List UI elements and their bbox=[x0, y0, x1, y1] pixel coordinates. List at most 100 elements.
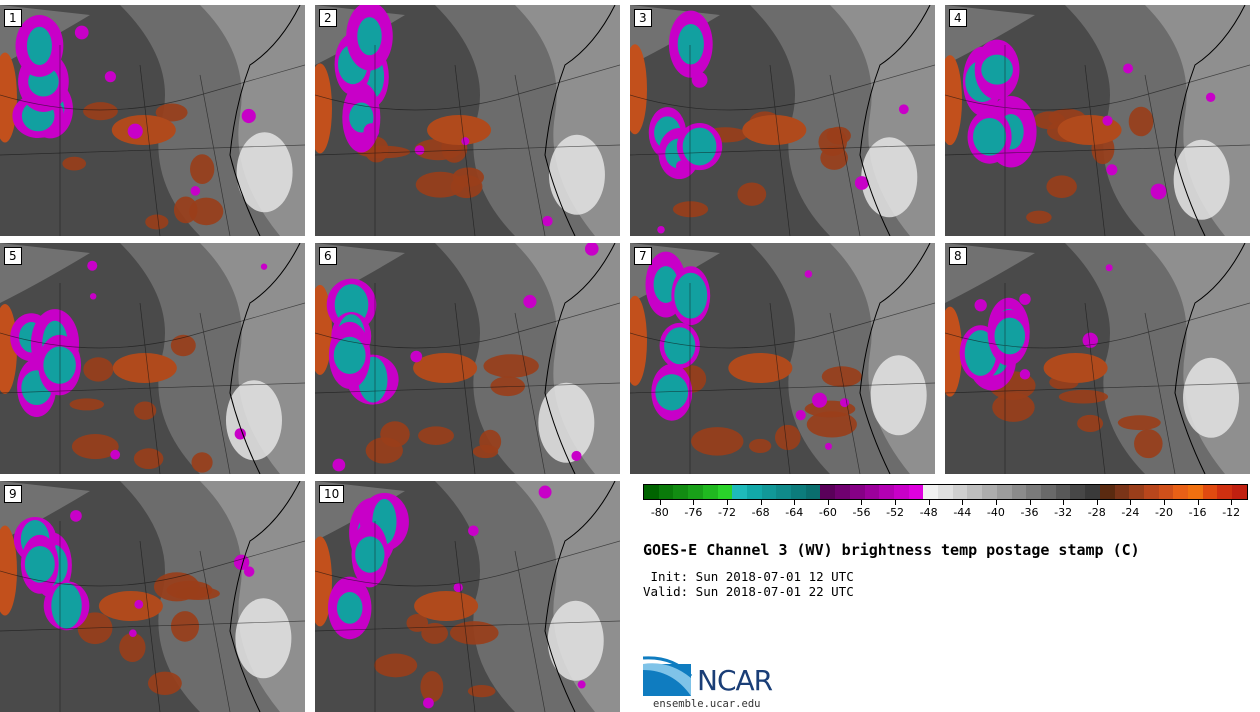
colorbar-swatch bbox=[1232, 485, 1247, 499]
colorbar-swatch bbox=[1129, 485, 1144, 499]
colorbar-tick-label: -44 bbox=[953, 506, 972, 519]
panel-label: 2 bbox=[319, 9, 337, 27]
panel-label: 5 bbox=[4, 247, 22, 265]
panel-label: 10 bbox=[319, 485, 345, 503]
panel-label: 7 bbox=[634, 247, 652, 265]
colorbar-swatch bbox=[746, 485, 762, 499]
colorbar-swatch bbox=[982, 485, 997, 499]
colorbar-swatch bbox=[761, 485, 777, 499]
colorbar-swatch bbox=[879, 485, 894, 499]
colorbar-tick-label: -40 bbox=[986, 506, 1005, 519]
colorbar-swatch bbox=[996, 485, 1012, 499]
colorbar-swatch bbox=[893, 485, 909, 499]
water-vapor-image bbox=[315, 243, 620, 474]
colorbar-swatch bbox=[952, 485, 968, 499]
valid-time: Valid: Sun 2018-07-01 22 UTC bbox=[643, 584, 854, 599]
colorbar-tick bbox=[895, 500, 897, 505]
colorbar-swatch bbox=[1173, 485, 1189, 499]
colorbar-tick-label: -60 bbox=[818, 506, 837, 519]
water-vapor-image bbox=[315, 481, 620, 712]
colorbar-tick-label: -76 bbox=[684, 506, 703, 519]
water-vapor-image bbox=[0, 243, 305, 474]
colorbar-swatch bbox=[776, 485, 792, 499]
colorbar-tick-label: -64 bbox=[785, 506, 804, 519]
init-time: Init: Sun 2018-07-01 12 UTC bbox=[643, 569, 854, 584]
colorbar-swatch bbox=[1026, 485, 1041, 499]
panel-label: 8 bbox=[949, 247, 967, 265]
colorbar bbox=[643, 484, 1248, 500]
map-panel-5: 5 bbox=[0, 243, 305, 474]
water-vapor-image bbox=[0, 5, 305, 236]
colorbar-tick-label: -72 bbox=[718, 506, 736, 519]
colorbar-tick-label: -20 bbox=[1154, 506, 1173, 519]
colorbar-swatch bbox=[644, 485, 659, 499]
colorbar-swatch bbox=[1188, 485, 1203, 499]
colorbar-tick bbox=[827, 500, 829, 505]
colorbar-tick bbox=[1096, 500, 1098, 505]
site-url: ensemble.ucar.edu bbox=[653, 698, 761, 710]
colorbar-tick bbox=[693, 500, 695, 505]
colorbar-swatch bbox=[717, 485, 733, 499]
colorbar-tick bbox=[1063, 500, 1065, 505]
colorbar-swatch bbox=[732, 485, 747, 499]
map-panel-10: 10 bbox=[315, 481, 620, 712]
colorbar-ticks: -80 -76 -72 -68 -64 -60 -56 -52 -48 -44 -40 -36 -32 -… bbox=[643, 500, 1248, 522]
panel-label: 9 bbox=[4, 485, 22, 503]
colorbar-tick bbox=[794, 500, 796, 505]
panel-label: 3 bbox=[634, 9, 652, 27]
map-panel-6: 6 bbox=[315, 243, 620, 474]
colorbar-swatch bbox=[820, 485, 836, 499]
colorbar-swatch bbox=[791, 485, 806, 499]
colorbar-tick bbox=[861, 500, 863, 505]
map-panel-2: 2 bbox=[315, 5, 620, 236]
colorbar-swatch bbox=[702, 485, 718, 499]
colorbar-swatch bbox=[864, 485, 880, 499]
map-panel-8: 8 bbox=[945, 243, 1250, 474]
water-vapor-image bbox=[630, 243, 935, 474]
colorbar-tick bbox=[1231, 500, 1233, 505]
colorbar-tick bbox=[1130, 500, 1132, 505]
colorbar-swatch bbox=[673, 485, 689, 499]
colorbar-swatch bbox=[1143, 485, 1159, 499]
colorbar-swatch bbox=[938, 485, 953, 499]
colorbar-swatch bbox=[849, 485, 865, 499]
water-vapor-image bbox=[945, 243, 1250, 474]
colorbar-tick-label: -36 bbox=[1020, 506, 1039, 519]
water-vapor-image bbox=[945, 5, 1250, 236]
colorbar-tick bbox=[1197, 500, 1199, 505]
water-vapor-image bbox=[315, 5, 620, 236]
colorbar-swatch bbox=[1055, 485, 1071, 499]
colorbar-tick bbox=[995, 500, 997, 505]
water-vapor-image bbox=[630, 5, 935, 236]
colorbar-swatch bbox=[1202, 485, 1218, 499]
colorbar-swatch bbox=[805, 485, 821, 499]
colorbar-swatch bbox=[835, 485, 850, 499]
colorbar-swatch bbox=[923, 485, 939, 499]
water-vapor-image bbox=[0, 481, 305, 712]
map-panel-4: 4 bbox=[945, 5, 1250, 236]
colorbar-tick-label: -48 bbox=[919, 506, 938, 519]
colorbar-swatch bbox=[908, 485, 924, 499]
panel-label: 4 bbox=[949, 9, 967, 27]
colorbar-swatch bbox=[1099, 485, 1115, 499]
colorbar-swatch bbox=[1217, 485, 1233, 499]
colorbar-swatch bbox=[658, 485, 674, 499]
colorbar-tick bbox=[1029, 500, 1031, 505]
panel-label: 1 bbox=[4, 9, 22, 27]
map-panel-7: 7 bbox=[630, 243, 935, 474]
colorbar-tick-label: -16 bbox=[1188, 506, 1207, 519]
colorbar-tick-label: -32 bbox=[1054, 506, 1073, 519]
colorbar-swatch bbox=[1070, 485, 1086, 499]
colorbar-tick bbox=[659, 500, 661, 505]
colorbar-tick-label: -56 bbox=[852, 506, 871, 519]
colorbar-tick-label: -52 bbox=[886, 506, 905, 519]
logo-text: NCAR bbox=[697, 664, 773, 697]
colorbar-swatch bbox=[1085, 485, 1100, 499]
figure-title: GOES-E Channel 3 (WV) brightness temp po… bbox=[643, 541, 1140, 559]
colorbar-swatch bbox=[967, 485, 983, 499]
colorbar-tick-label: -80 bbox=[650, 506, 669, 519]
colorbar-tick bbox=[1163, 500, 1165, 505]
colorbar-tick bbox=[760, 500, 762, 505]
colorbar-tick bbox=[962, 500, 964, 505]
colorbar-swatch bbox=[1040, 485, 1056, 499]
